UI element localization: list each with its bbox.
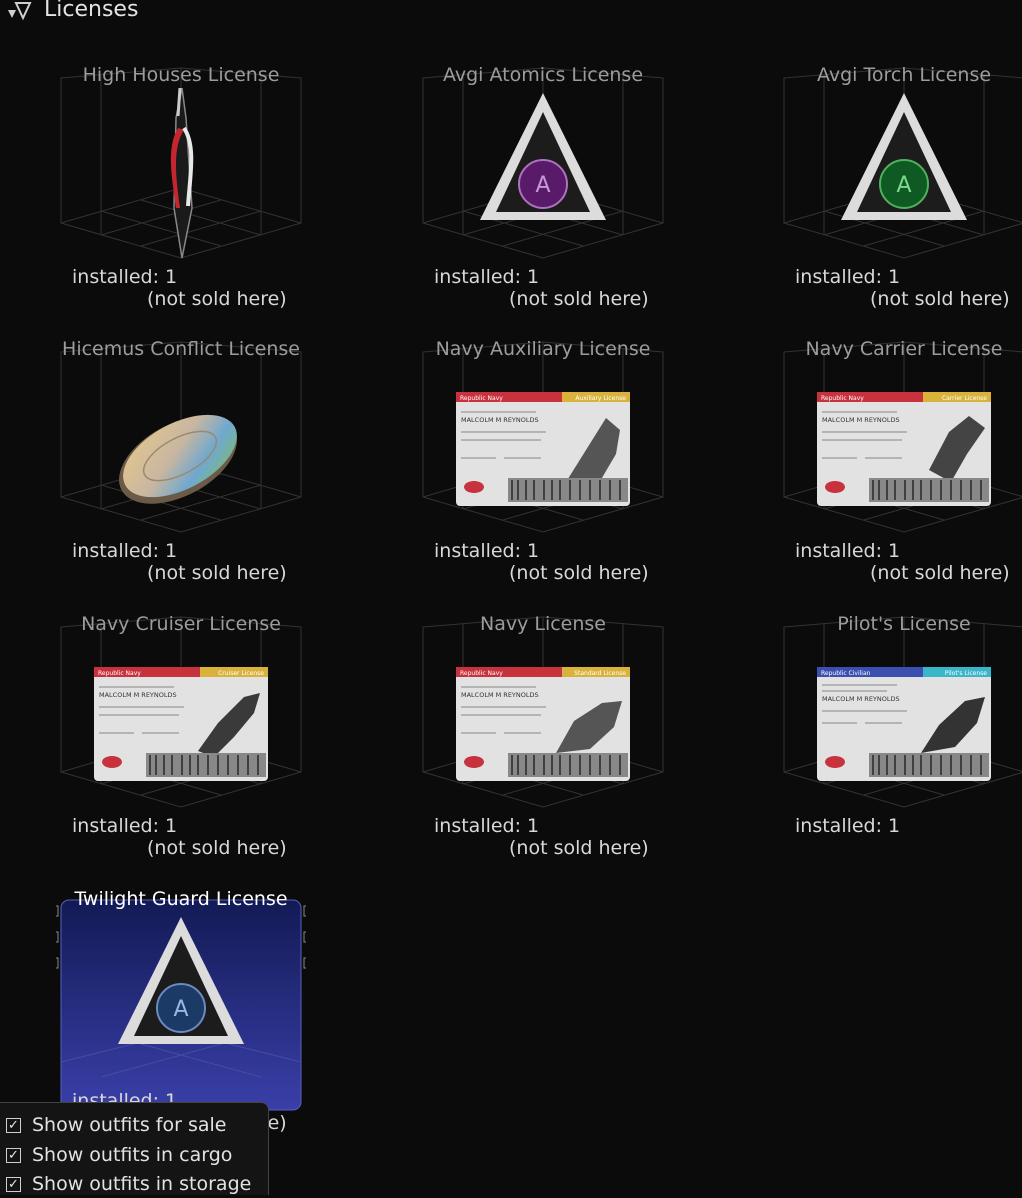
- section-title: Licenses: [44, 0, 139, 22]
- license-name: Navy Cruiser License: [81, 613, 281, 635]
- id-card-icon: Republic Navy Standard License MALCOLM M…: [456, 667, 630, 781]
- license-name: High Houses License: [82, 64, 280, 86]
- triangle-emblem-purple-icon: A: [480, 93, 606, 220]
- checkbox-checked-icon[interactable]: ✓: [6, 1117, 21, 1133]
- license-tile-pilots[interactable]: Pilot's License Republic Civilian Pilot'…: [779, 597, 1022, 867]
- licenses-header[interactable]: Licenses: [4, 0, 138, 24]
- availability-status: (not sold here): [147, 288, 287, 310]
- installed-count: installed: 1: [72, 266, 178, 288]
- tile-grid-background: [60, 67, 302, 259]
- installed-count: installed: 1: [795, 540, 901, 562]
- triangle-emblem-green-icon: A: [841, 93, 967, 220]
- iridescent-coin-icon: [119, 414, 237, 504]
- card-type: Cruiser License: [218, 670, 264, 677]
- svg-text:A: A: [535, 173, 550, 198]
- card-issuer: Republic Navy: [98, 670, 141, 677]
- card-issuer: Republic Navy: [460, 670, 503, 677]
- card-holder: MALCOLM M REYNOLDS: [822, 695, 900, 703]
- license-tile-navy[interactable]: Navy License Republic Navy Standard Lice…: [418, 597, 668, 867]
- license-name: Navy Carrier License: [805, 338, 1003, 360]
- license-tile-navy-cruiser[interactable]: Navy Cruiser License Republic Navy Cruis…: [56, 597, 306, 867]
- triangle-emblem-blue-icon: A: [118, 917, 244, 1044]
- license-name: Avgi Atomics License: [442, 64, 644, 86]
- license-name: Twilight Guard License: [74, 888, 288, 910]
- license-name: Hicemus Conflict License: [62, 338, 300, 360]
- license-name: Avgi Torch License: [816, 64, 992, 86]
- option-label: Show outfits for sale: [32, 1114, 227, 1136]
- option-label: Show outfits in storage: [32, 1173, 252, 1195]
- card-holder: MALCOLM M REYNOLDS: [461, 691, 539, 699]
- show-in-storage-toggle[interactable]: ✓ Show outfits in storage: [6, 1170, 251, 1198]
- installed-count: installed: 1: [795, 815, 901, 837]
- availability-status: (not sold here): [509, 837, 649, 859]
- svg-text:A: A: [173, 997, 188, 1022]
- id-card-blue-icon: Republic Civilian Pilot's License MALCOL…: [817, 667, 991, 781]
- checkbox-checked-icon[interactable]: ✓: [6, 1147, 21, 1163]
- card-type: Carrier License: [942, 395, 987, 402]
- installed-count: installed: 1: [434, 540, 540, 562]
- license-name: Navy License: [479, 613, 606, 635]
- availability-status: (not sold here): [147, 562, 287, 584]
- dagger-icon: [170, 88, 194, 259]
- card-type: Pilot's License: [945, 670, 987, 677]
- availability-status: (not sold here): [509, 562, 649, 584]
- license-tile-avgi-atomics[interactable]: Avgi Atomics License A installed: 1 (not…: [418, 48, 668, 318]
- svg-text:A: A: [896, 173, 911, 198]
- license-name: Pilot's License: [837, 613, 971, 635]
- installed-count: installed: 1: [434, 266, 540, 288]
- card-holder: MALCOLM M REYNOLDS: [99, 691, 177, 699]
- id-card-icon: Republic Navy Cruiser License MALCOLM M …: [94, 667, 268, 781]
- installed-count: installed: 1: [434, 815, 540, 837]
- sort-triangles-icon: [8, 2, 32, 21]
- id-card-icon: Republic Navy Carrier License MALCOLM M …: [817, 392, 991, 506]
- license-tile-navy-auxiliary[interactable]: Navy Auxiliary License Republic Navy Aux…: [418, 322, 668, 592]
- card-type: Standard License: [574, 670, 626, 677]
- license-tile-avgi-torch[interactable]: Avgi Torch License A installed: 1 (not s…: [779, 48, 1022, 318]
- option-label: Show outfits in cargo: [32, 1144, 233, 1166]
- card-issuer: Republic Civilian: [821, 670, 871, 677]
- availability-status: (not sold here): [870, 562, 1010, 584]
- installed-count: installed: 1: [795, 266, 901, 288]
- license-tile-navy-carrier[interactable]: Navy Carrier License Republic Navy Carri…: [779, 322, 1022, 592]
- installed-count: installed: 1: [72, 540, 178, 562]
- checkbox-checked-icon[interactable]: ✓: [6, 1176, 21, 1192]
- show-in-cargo-toggle[interactable]: ✓ Show outfits in cargo: [6, 1141, 232, 1169]
- card-holder: MALCOLM M REYNOLDS: [822, 416, 900, 424]
- availability-status: (not sold here): [147, 837, 287, 859]
- filter-options-panel: ✓ Show outfits for sale ✓ Show outfits i…: [0, 1102, 269, 1195]
- license-name: Navy Auxiliary License: [435, 338, 651, 360]
- card-holder: MALCOLM M REYNOLDS: [461, 416, 539, 424]
- license-tile-hicemus-conflict[interactable]: Hicemus Conflict License installed: 1 (n…: [56, 322, 306, 592]
- card-type: Auxiliary License: [575, 395, 626, 402]
- id-card-icon: Republic Navy Auxiliary License MALCOLM …: [456, 392, 630, 506]
- show-for-sale-toggle[interactable]: ✓ Show outfits for sale: [6, 1111, 226, 1139]
- card-issuer: Republic Navy: [821, 395, 864, 402]
- license-tile-high-houses[interactable]: High Houses License installed: 1 (not so…: [56, 48, 306, 318]
- installed-count: installed: 1: [72, 815, 178, 837]
- availability-status: (not sold here): [870, 288, 1010, 310]
- availability-status: (not sold here): [509, 288, 649, 310]
- card-issuer: Republic Navy: [460, 395, 503, 402]
